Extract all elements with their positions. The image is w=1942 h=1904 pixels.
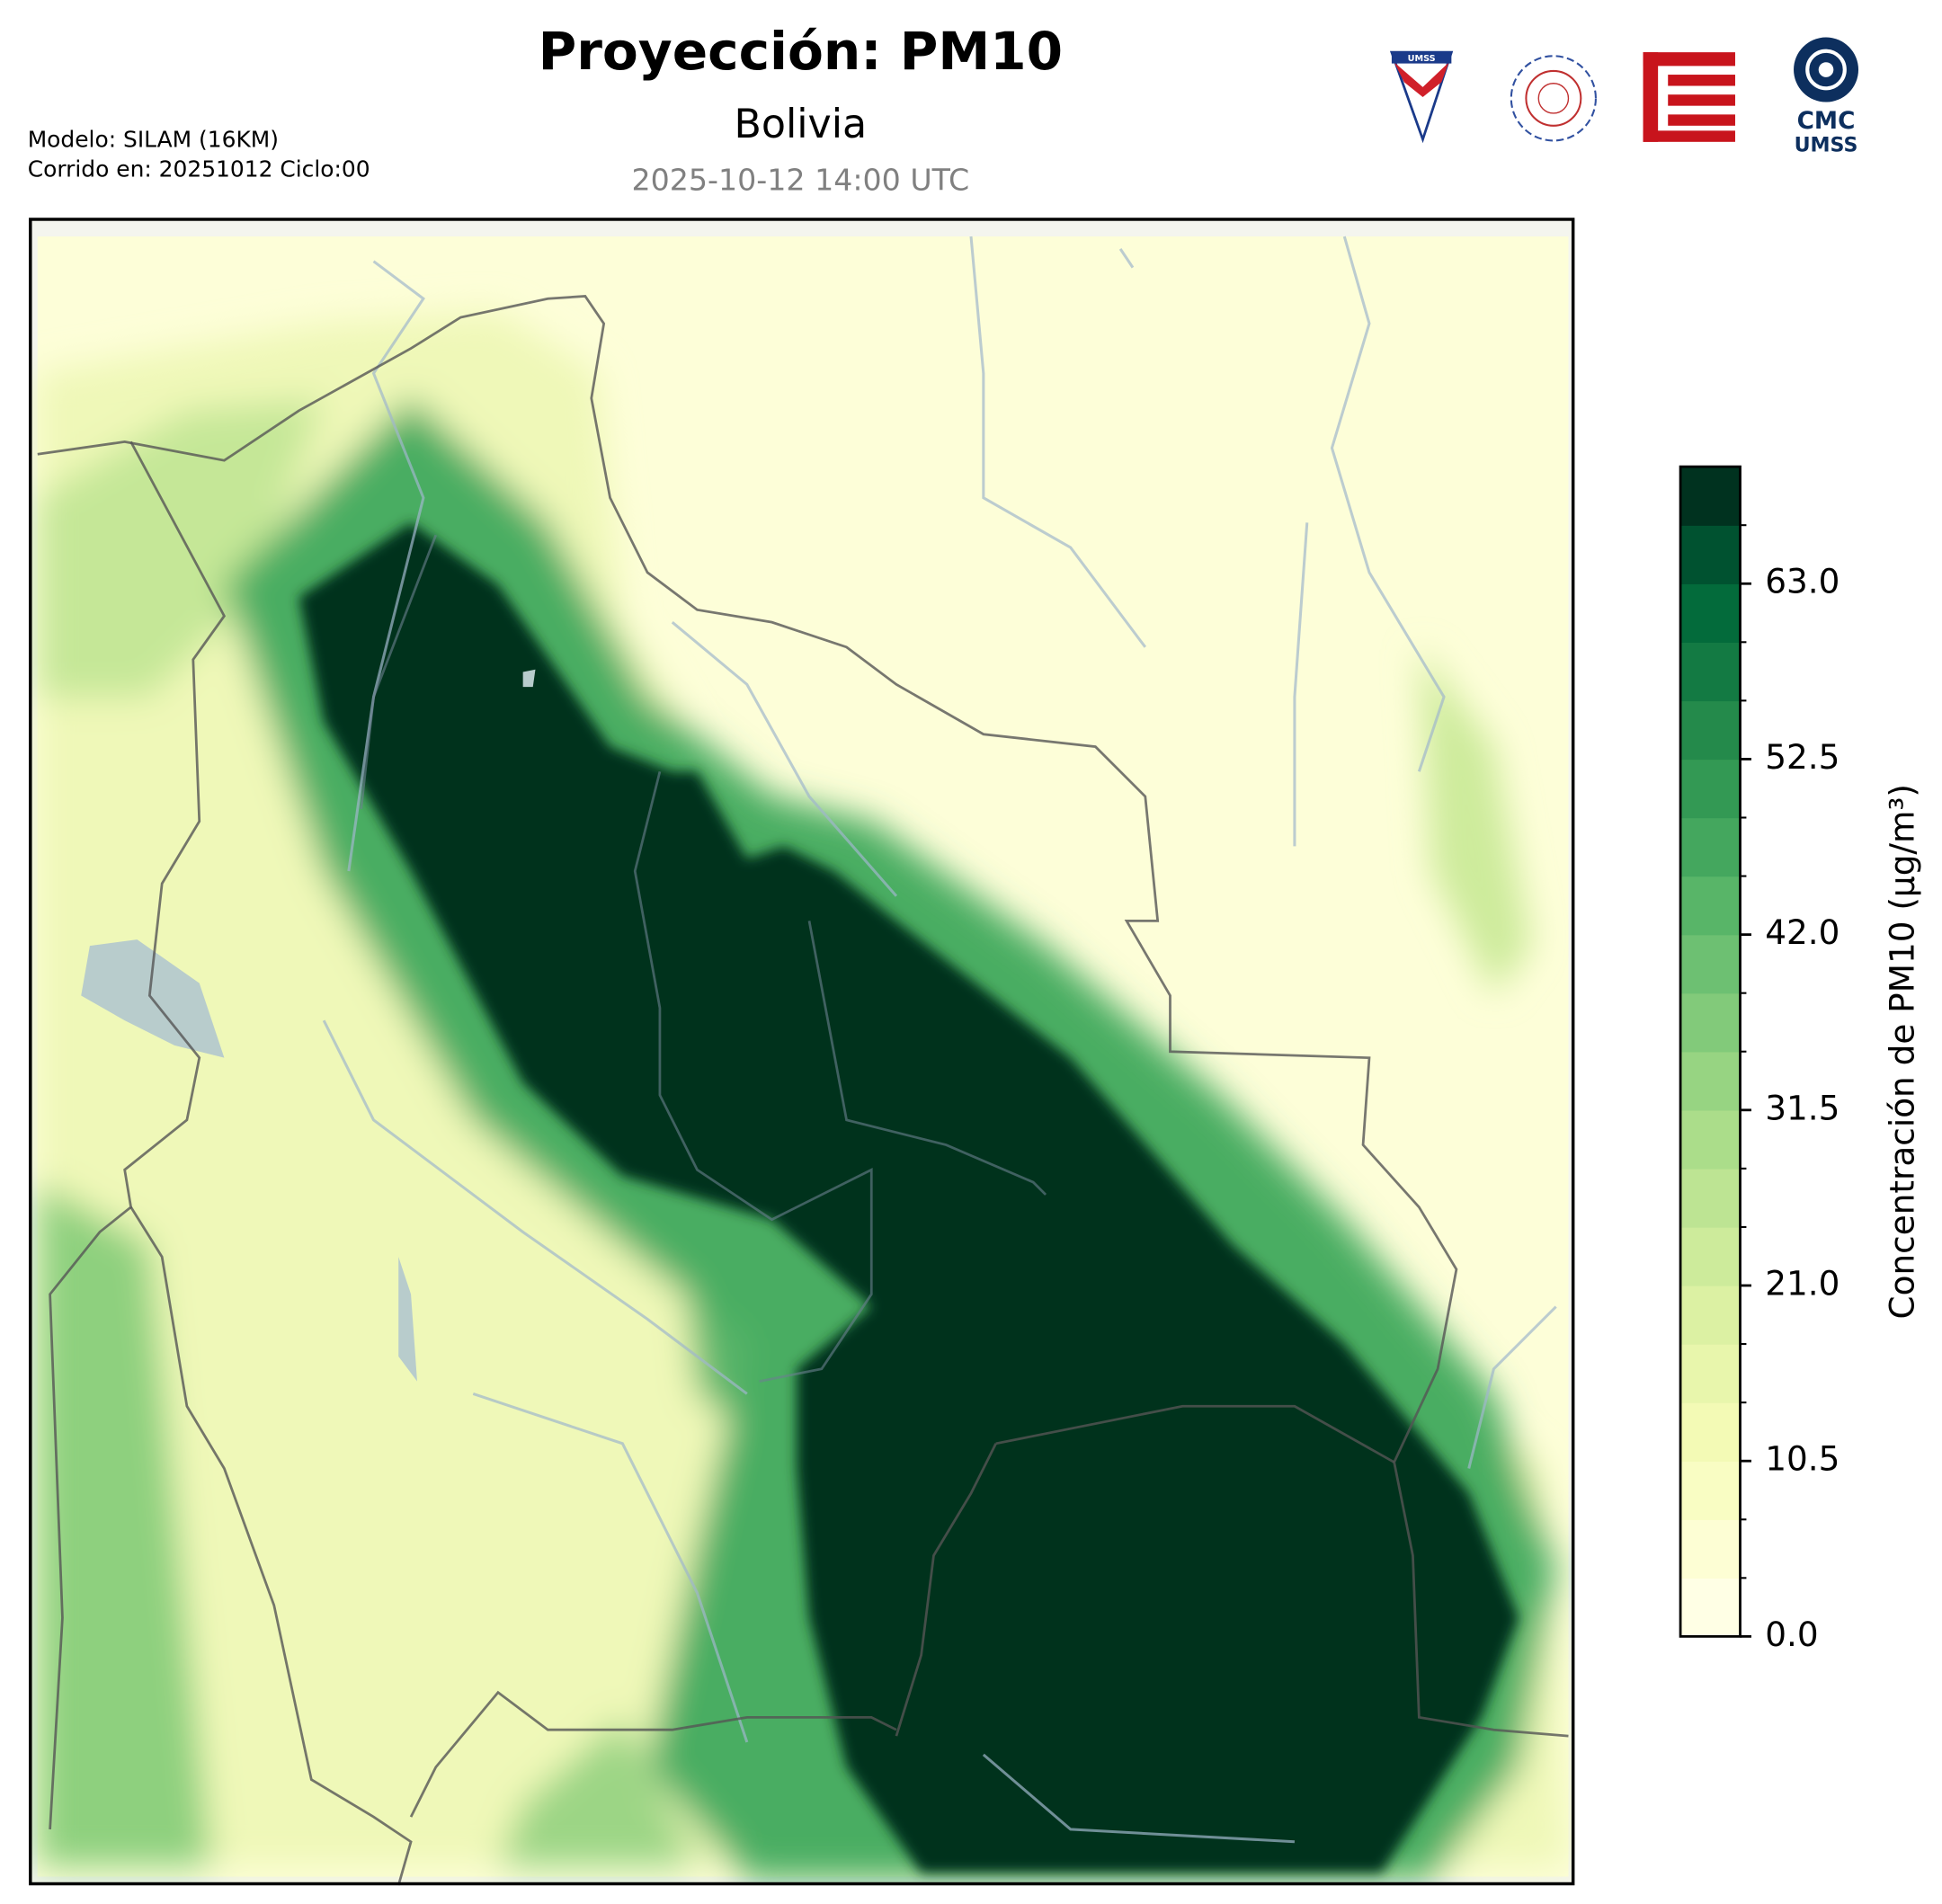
- colorbar-level: [1680, 1168, 1741, 1228]
- title: Proyección: PM10: [539, 21, 1063, 82]
- colorbar-level: [1680, 525, 1741, 584]
- colorbar-tick-label: 0.0: [1765, 1615, 1818, 1654]
- colorbar-tick-label: 63.0: [1765, 562, 1840, 601]
- colorbar-level: [1680, 1226, 1741, 1286]
- logo-institute: [1643, 52, 1735, 142]
- colorbar-label: Concentración de PM10 (µg/m³): [1883, 784, 1922, 1319]
- colorbar-tick-label: 52.5: [1765, 737, 1840, 777]
- colorbar-level: [1680, 1109, 1741, 1170]
- colorbar-level: [1680, 759, 1741, 819]
- logo-text: UMSS: [1408, 54, 1436, 64]
- subtitle: Bolivia: [734, 102, 867, 147]
- colorbar-level: [1680, 1402, 1741, 1462]
- colorbar-level: [1680, 876, 1741, 936]
- colorbar-level: [1680, 992, 1741, 1053]
- colorbar-level: [1680, 817, 1741, 877]
- colorbar-level: [1680, 934, 1741, 994]
- logo-cmc: CMC UMSS: [1794, 37, 1859, 156]
- colorbar-level: [1680, 1285, 1741, 1345]
- run-info: Corrido en: 20251012 Ciclo:00: [28, 156, 370, 182]
- colorbar-tick-label: 10.5: [1765, 1439, 1840, 1479]
- logo-text: UMSS: [1795, 133, 1858, 156]
- logo-umss: UMSS: [1389, 50, 1454, 144]
- colorbar-level: [1680, 1519, 1741, 1579]
- colorbar-level: [1680, 1461, 1741, 1520]
- colorbar-level: [1680, 1578, 1741, 1638]
- colorbar-level: [1680, 1344, 1741, 1403]
- colorbar-level: [1680, 1051, 1741, 1111]
- model-info: Modelo: SILAM (16KM): [28, 126, 279, 152]
- colorbar-frame: [1679, 465, 1742, 1638]
- colorbar-tick-label: 21.0: [1765, 1263, 1840, 1303]
- logo-text: CMC: [1797, 108, 1856, 135]
- colorbar-level: [1680, 583, 1741, 643]
- logo-fisica: [1510, 55, 1597, 142]
- colorbar: 0.0 10.5 21.0 31.5 42.0 52.5 63.0: [1679, 465, 1840, 1654]
- colorbar-level: [1680, 700, 1741, 761]
- colorbar-level: [1680, 642, 1741, 702]
- colorbar-level: [1680, 467, 1741, 526]
- colorbar-tick-label: 42.0: [1765, 912, 1840, 952]
- timestamp: 2025-10-12 14:00 UTC: [631, 163, 969, 198]
- map: [29, 218, 1575, 1886]
- colorbar-tick-label: 31.5: [1765, 1088, 1840, 1127]
